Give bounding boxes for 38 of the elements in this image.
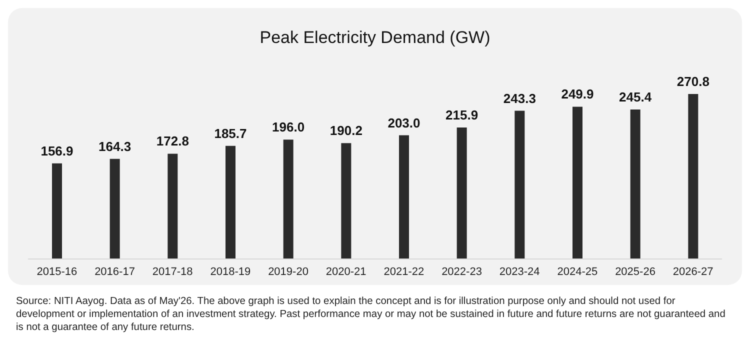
data-label: 245.4 bbox=[619, 89, 652, 104]
data-label: 270.8 bbox=[676, 74, 710, 89]
source-note: Source: NITI Aayog. Data as of May'26. The above graph is used to explain the concept and is for illustration purpose only and should not used for development or implementation of an investment strategy. Past performance may or may not be sustained in future and future returns are not guaranteed and is not a guarantee of any future returns. bbox=[16, 295, 726, 334]
data-label: 156.9 bbox=[40, 143, 74, 158]
x-tick-label: 2015-16 bbox=[36, 266, 78, 278]
bar bbox=[283, 140, 294, 259]
data-label: 249.9 bbox=[561, 86, 594, 102]
data-label: 164.3 bbox=[98, 138, 132, 154]
bar bbox=[168, 154, 178, 259]
bar bbox=[52, 163, 62, 259]
x-tick-label: 2020-21 bbox=[326, 266, 366, 278]
data-label: 196.0 bbox=[272, 120, 305, 135]
bar bbox=[572, 106, 582, 259]
x-tick-label: 2021-22 bbox=[384, 266, 424, 278]
x-tick-label: 2023-24 bbox=[499, 266, 540, 278]
data-label: 185.7 bbox=[214, 126, 247, 141]
x-tick-label: 2017-18 bbox=[152, 266, 193, 278]
bar bbox=[341, 143, 352, 259]
bar bbox=[110, 158, 120, 259]
bar bbox=[630, 109, 640, 259]
chart-title: Peak Electricity Demand (GW) bbox=[258, 28, 492, 48]
bar bbox=[399, 135, 409, 259]
data-label: 243.3 bbox=[503, 90, 536, 106]
data-label: 190.2 bbox=[330, 123, 362, 138]
x-tick-label: 2016-17 bbox=[94, 266, 135, 278]
bar bbox=[688, 94, 698, 259]
x-tick-label: 2018-19 bbox=[210, 266, 251, 278]
data-label: 172.8 bbox=[156, 134, 189, 149]
x-tick-label: 2024-25 bbox=[557, 266, 598, 278]
x-tick-label: 2025-26 bbox=[615, 266, 656, 278]
bar bbox=[514, 110, 525, 259]
x-tick-label: 2022-23 bbox=[442, 266, 482, 278]
data-label: 203.0 bbox=[388, 115, 420, 130]
data-label: 215.9 bbox=[446, 107, 478, 122]
bar bbox=[456, 127, 467, 259]
bar bbox=[226, 146, 236, 259]
x-tick-label: 2026-27 bbox=[672, 266, 714, 278]
x-tick-label: 2019-20 bbox=[268, 266, 308, 278]
